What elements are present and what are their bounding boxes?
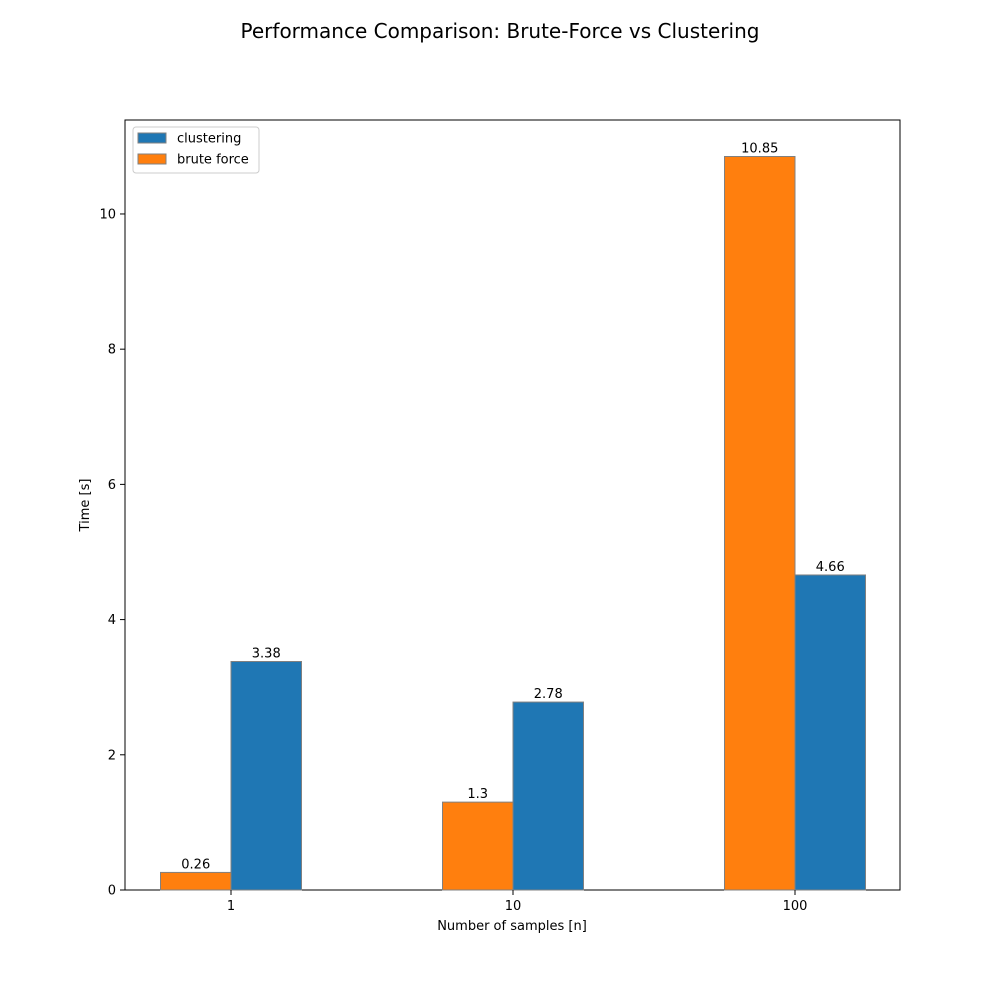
bar-brute-force-100 xyxy=(724,156,796,891)
y-tick-label: 10 xyxy=(99,207,116,222)
legend-label-brute-force: brute force xyxy=(177,153,249,168)
bar-brute-force-10 xyxy=(442,801,514,891)
data-label: 2.78 xyxy=(534,687,563,702)
x-tick-label: 10 xyxy=(505,899,522,914)
bar-clustering-10 xyxy=(512,701,584,891)
y-tick-label: 4 xyxy=(108,613,116,628)
y-axis: 0 2 4 6 8 10 xyxy=(99,207,125,899)
data-label: 4.66 xyxy=(816,560,845,575)
legend-label-clustering: clustering xyxy=(177,132,241,147)
legend: clustering brute force xyxy=(132,126,260,174)
x-axis: 1 10 100 xyxy=(227,890,808,914)
y-tick-label: 8 xyxy=(108,343,116,358)
y-tick-label: 2 xyxy=(108,748,116,763)
y-axis-label: Time [s] xyxy=(78,479,93,533)
bar-brute-force-1 xyxy=(160,871,232,891)
bar-clustering-1 xyxy=(230,661,302,891)
chart-title: Performance Comparison: Brute-Force vs C… xyxy=(241,19,760,43)
data-label: 10.85 xyxy=(741,142,778,157)
data-label: 3.38 xyxy=(252,647,281,662)
data-label: 1.3 xyxy=(467,787,488,802)
x-tick-label: 1 xyxy=(227,899,235,914)
legend-swatch-brute-force xyxy=(137,153,167,165)
legend-swatch-clustering xyxy=(137,132,167,144)
data-label: 0.26 xyxy=(181,857,210,872)
x-axis-label: Number of samples [n] xyxy=(437,919,587,934)
bar-clustering-100 xyxy=(794,574,866,891)
y-tick-label: 0 xyxy=(108,884,116,899)
x-tick-label: 100 xyxy=(783,899,808,914)
bars-group: 0.26 1.3 10.85 3.38 2.78 4.66 xyxy=(160,142,866,891)
y-tick-label: 6 xyxy=(108,478,116,493)
